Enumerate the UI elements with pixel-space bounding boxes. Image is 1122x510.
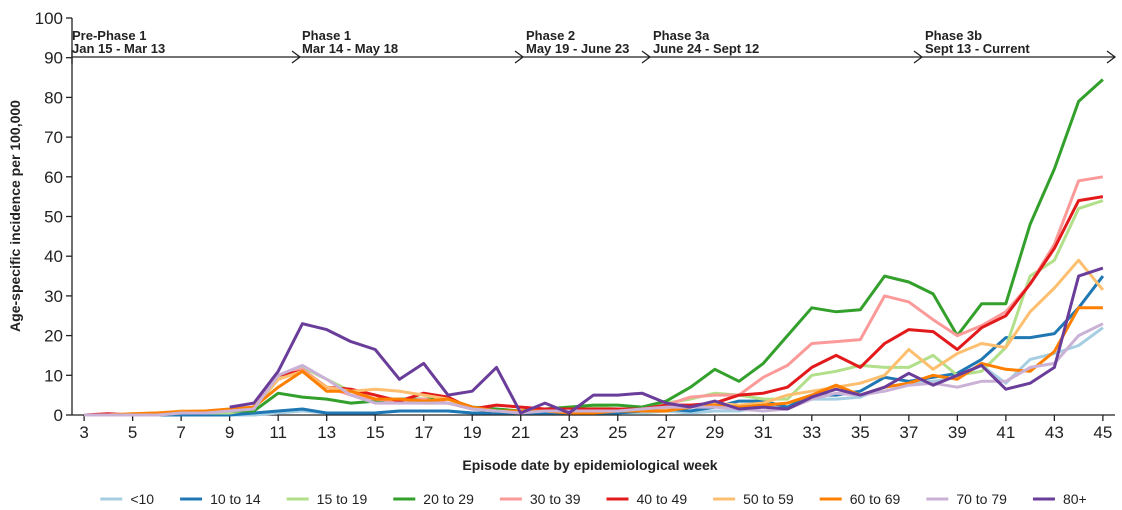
x-tick-label: 25 bbox=[608, 423, 627, 442]
legend-label: 80+ bbox=[1063, 491, 1087, 507]
legend-label: 15 to 19 bbox=[317, 491, 368, 507]
series-line bbox=[84, 322, 1104, 417]
phase-name: Phase 3b bbox=[925, 28, 982, 43]
legend-label: 30 to 39 bbox=[530, 491, 581, 507]
y-tick-label: 70 bbox=[44, 128, 63, 147]
phase-name: Phase 2 bbox=[526, 28, 575, 43]
x-tick-label: 31 bbox=[754, 423, 773, 442]
series-line bbox=[84, 199, 1104, 417]
phase-dates: May 19 - June 23 bbox=[526, 41, 629, 56]
y-tick-label: 30 bbox=[44, 287, 63, 306]
y-tick-label: 90 bbox=[44, 49, 63, 68]
x-tick-label: 9 bbox=[225, 423, 234, 442]
x-tick-label: 33 bbox=[802, 423, 821, 442]
y-tick-label: 80 bbox=[44, 88, 63, 107]
legend-label: 40 to 49 bbox=[637, 491, 688, 507]
x-tick-label: 43 bbox=[1045, 423, 1064, 442]
series-line bbox=[84, 258, 1105, 417]
phase-dates: Mar 14 - May 18 bbox=[302, 41, 398, 56]
phase-arrows bbox=[71, 50, 1117, 64]
phase-name: Pre-Phase 1 bbox=[72, 28, 146, 43]
legend-label: 20 to 29 bbox=[423, 491, 474, 507]
series-line bbox=[84, 78, 1104, 417]
x-tick-label: 15 bbox=[366, 423, 385, 442]
x-tick-label: 23 bbox=[560, 423, 579, 442]
y-tick-label: 40 bbox=[44, 247, 63, 266]
arrow-head bbox=[641, 50, 652, 64]
phase-dates: Jan 15 - Mar 13 bbox=[72, 41, 165, 56]
legend-label: 60 to 69 bbox=[850, 491, 901, 507]
series-line bbox=[229, 266, 1104, 415]
phase-name: Phase 1 bbox=[302, 28, 351, 43]
arrow-head bbox=[291, 50, 302, 64]
arrow-head bbox=[913, 50, 924, 64]
legend-label: 70 to 79 bbox=[956, 491, 1007, 507]
y-tick-label: 60 bbox=[44, 168, 63, 187]
arrow-head bbox=[1106, 50, 1117, 64]
x-tick-label: 11 bbox=[269, 423, 287, 442]
arrow-head bbox=[514, 50, 525, 64]
x-tick-label: 5 bbox=[128, 423, 137, 442]
phase-name: Phase 3a bbox=[653, 28, 710, 43]
x-tick-label: 35 bbox=[851, 423, 870, 442]
x-tick-label: 39 bbox=[948, 423, 967, 442]
x-tick-label: 29 bbox=[705, 423, 724, 442]
x-axis-title: Episode date by epidemiological week bbox=[462, 457, 717, 473]
x-tick-label: 7 bbox=[176, 423, 185, 442]
x-tick-label: 21 bbox=[511, 423, 530, 442]
y-tick-label: 0 bbox=[54, 406, 63, 425]
phase-dates: Sept 13 - Current bbox=[925, 41, 1030, 56]
y-tick-label: 50 bbox=[44, 208, 63, 227]
x-tick-label: 45 bbox=[1093, 423, 1112, 442]
y-tick-label: 100 bbox=[35, 9, 63, 28]
legend: <10 10 to 14 15 to 19 20 to 29 30 to 39 40 to… bbox=[100, 491, 1087, 507]
x-tick-label: 37 bbox=[899, 423, 918, 442]
x-tick-label: 13 bbox=[317, 423, 336, 442]
legend-label: 10 to 14 bbox=[210, 491, 261, 507]
x-tick-label: 3 bbox=[79, 423, 88, 442]
legend-label: 50 to 59 bbox=[743, 491, 794, 507]
y-tick-label: 10 bbox=[44, 366, 63, 385]
x-tick-label: 19 bbox=[463, 423, 482, 442]
y-tick-label: 20 bbox=[44, 327, 63, 346]
x-tick-label: 17 bbox=[414, 423, 433, 442]
series-line bbox=[84, 195, 1104, 417]
x-tick-label: 27 bbox=[657, 423, 676, 442]
legend-label: <10 bbox=[130, 491, 154, 507]
phase-dates: June 24 - Sept 12 bbox=[653, 41, 759, 56]
y-axis-title: Age-specific incidence per 100,000 bbox=[7, 100, 23, 332]
x-tick-label: 41 bbox=[996, 423, 1015, 442]
series-line bbox=[84, 326, 1104, 417]
